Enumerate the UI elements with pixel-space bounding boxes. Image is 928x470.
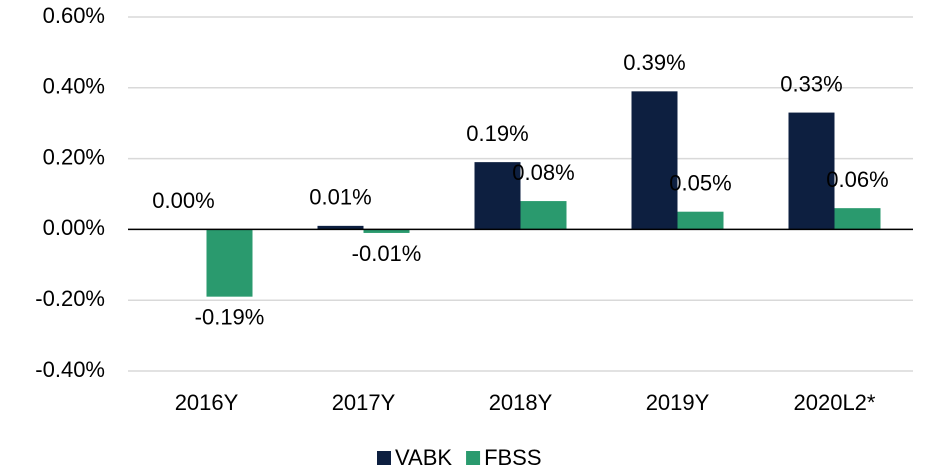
bar	[363, 229, 410, 233]
data-label: -0.19%	[195, 304, 265, 329]
legend-label: VABK	[395, 445, 452, 470]
data-label: 0.39%	[623, 50, 685, 75]
y-tick-label: 0.00%	[43, 215, 105, 240]
bar	[474, 162, 521, 230]
y-tick-label: -0.20%	[35, 286, 105, 311]
bar	[317, 225, 364, 230]
data-label: 0.00%	[152, 188, 214, 213]
data-label: 0.08%	[512, 160, 574, 185]
x-tick-label: 2017Y	[332, 390, 396, 415]
bar	[677, 211, 724, 230]
y-tick-label: 0.40%	[43, 74, 105, 99]
x-tick-label: 2018Y	[489, 390, 553, 415]
data-label: -0.01%	[352, 241, 422, 266]
data-label: 0.01%	[309, 185, 371, 210]
data-label: 0.06%	[826, 167, 888, 192]
bar	[520, 201, 567, 230]
y-tick-label: -0.40%	[35, 357, 105, 382]
bar	[788, 112, 835, 230]
x-tick-label: 2016Y	[175, 390, 239, 415]
y-tick-label: 0.20%	[43, 144, 105, 169]
data-label: 0.33%	[780, 71, 842, 96]
x-tick-label: 2020L2*	[794, 390, 876, 415]
legend-label: FBSS	[484, 445, 541, 470]
y-tick-label: 0.60%	[43, 3, 105, 28]
data-label: 0.19%	[466, 121, 528, 146]
bar	[631, 91, 678, 230]
bar	[834, 208, 881, 230]
legend-swatch	[466, 451, 481, 465]
legend-swatch	[377, 451, 391, 465]
data-label: 0.05%	[669, 171, 731, 196]
bar	[206, 229, 253, 297]
x-tick-label: 2019Y	[646, 390, 710, 415]
